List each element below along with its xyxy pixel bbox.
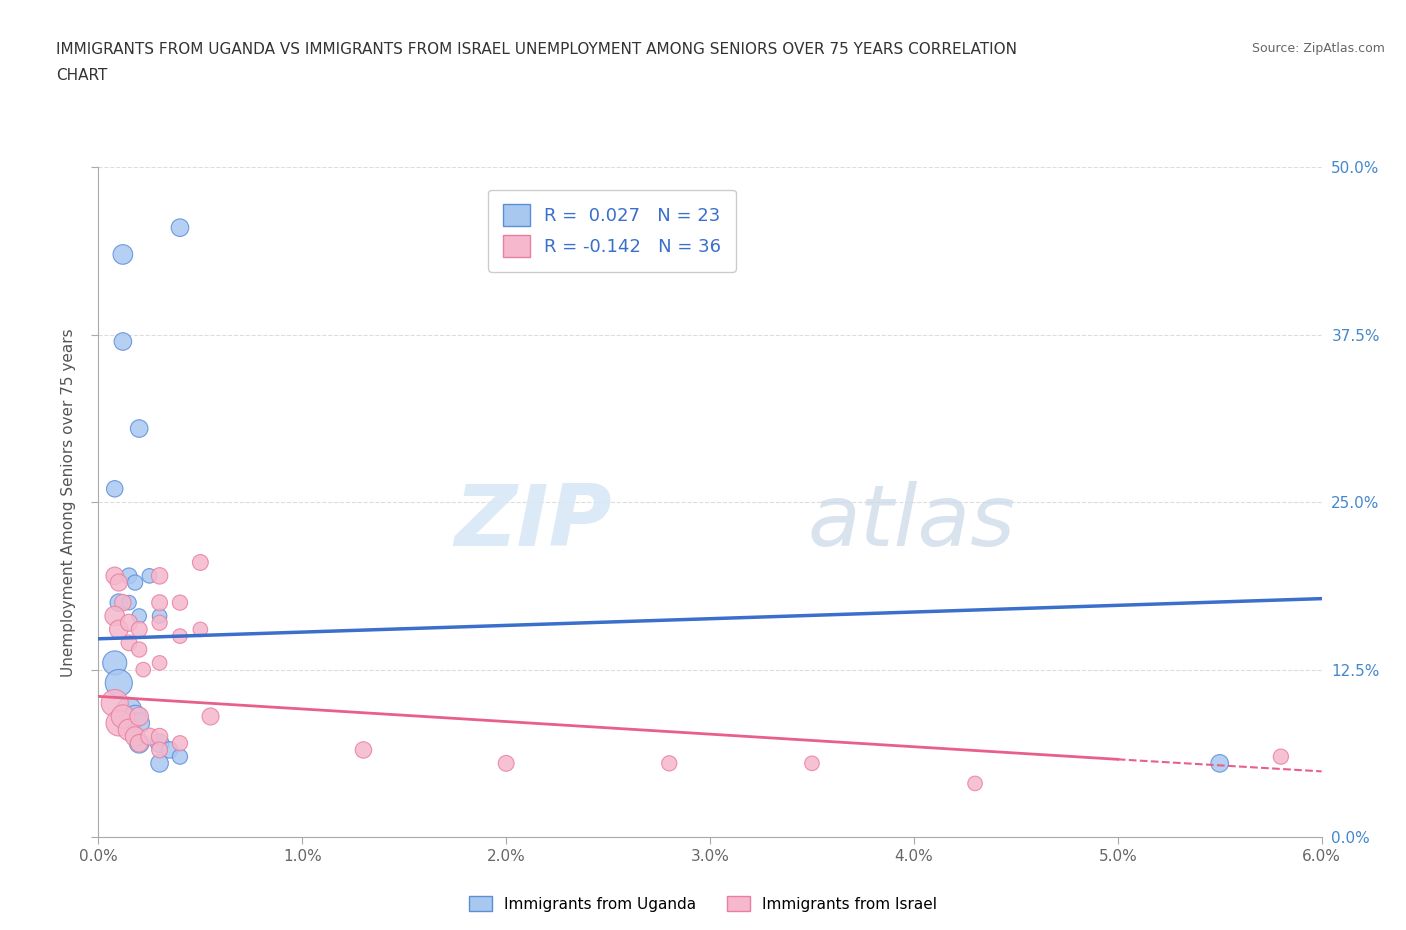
Point [149, 595, 172, 610]
Point [188, 555, 212, 570]
Point [149, 729, 172, 744]
Y-axis label: Unemployment Among Seniors over 75 years: Unemployment Among Seniors over 75 years [60, 328, 76, 676]
Legend: Immigrants from Uganda, Immigrants from Israel: Immigrants from Uganda, Immigrants from … [463, 889, 943, 918]
Point [118, 616, 141, 631]
Point [118, 568, 141, 583]
Point [169, 629, 191, 644]
Point [108, 675, 131, 690]
Point [128, 421, 150, 436]
Text: IMMIGRANTS FROM UGANDA VS IMMIGRANTS FROM ISRAEL UNEMPLOYMENT AMONG SENIORS OVER: IMMIGRANTS FROM UGANDA VS IMMIGRANTS FRO… [56, 42, 1017, 57]
Point [111, 595, 134, 610]
Point [118, 595, 141, 610]
Point [138, 729, 160, 744]
Point [128, 642, 150, 657]
Point [169, 736, 191, 751]
Point [124, 709, 146, 724]
Point [1208, 756, 1232, 771]
Point [108, 622, 131, 637]
Point [111, 709, 134, 724]
Point [169, 595, 191, 610]
Point [128, 608, 150, 623]
Point [352, 742, 374, 757]
Point [118, 702, 141, 717]
Point [104, 482, 127, 497]
Point [111, 334, 134, 349]
Point [159, 742, 181, 757]
Point [149, 616, 172, 631]
Point [128, 709, 150, 724]
Point [128, 736, 150, 751]
Point [118, 723, 141, 737]
Point [169, 220, 191, 235]
Point [124, 575, 146, 590]
Point [124, 729, 146, 744]
Point [188, 622, 212, 637]
Point [138, 568, 160, 583]
Point [149, 568, 172, 583]
Text: ZIP: ZIP [454, 481, 612, 564]
Legend: R =  0.027   N = 23, R = -0.142   N = 36: R = 0.027 N = 23, R = -0.142 N = 36 [488, 190, 735, 272]
Point [111, 247, 134, 262]
Point [495, 756, 517, 771]
Point [104, 568, 127, 583]
Point [128, 716, 150, 731]
Point [658, 756, 681, 771]
Point [801, 756, 824, 771]
Point [963, 776, 986, 790]
Point [108, 575, 131, 590]
Point [118, 635, 141, 650]
Point [128, 736, 150, 751]
Point [128, 622, 150, 637]
Text: atlas: atlas [808, 481, 1017, 564]
Point [200, 709, 222, 724]
Text: Source: ZipAtlas.com: Source: ZipAtlas.com [1251, 42, 1385, 55]
Point [132, 662, 155, 677]
Point [104, 696, 127, 711]
Point [108, 595, 131, 610]
Point [149, 736, 172, 751]
Point [104, 608, 127, 623]
Point [1270, 750, 1292, 764]
Point [108, 716, 131, 731]
Point [149, 608, 172, 623]
Point [149, 742, 172, 757]
Point [149, 656, 172, 671]
Text: CHART: CHART [56, 68, 108, 83]
Point [169, 750, 191, 764]
Point [104, 656, 127, 671]
Point [149, 756, 172, 771]
